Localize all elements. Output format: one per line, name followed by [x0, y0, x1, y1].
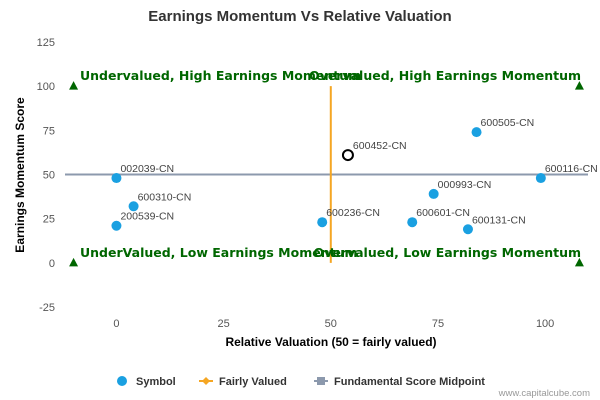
data-point-label: 002039-CN — [120, 163, 174, 175]
data-point-label: 600131-CN — [472, 214, 526, 226]
legend-fair-label: Fairly Valued — [219, 376, 287, 388]
chart-title: Earnings Momentum Vs Relative Valuation — [148, 8, 451, 25]
legend-symbol-icon — [117, 376, 127, 386]
data-point — [111, 173, 122, 184]
y-tick-label: 0 — [49, 258, 55, 270]
y-tick-label: 125 — [37, 37, 55, 49]
reference-lines — [65, 86, 588, 263]
data-point — [111, 220, 122, 231]
legend-fair-diamond-icon — [202, 377, 210, 385]
data-point-label: 600601-CN — [416, 207, 470, 219]
quadrant-marker-icon — [69, 81, 79, 90]
data-point — [128, 201, 139, 212]
quadrant-markers — [69, 81, 584, 267]
y-axis-ticks: -25 0 25 50 75 100 125 — [37, 37, 55, 314]
quadrant-label-bottom-right: Overvalued, Low Earnings Momentum — [314, 245, 581, 260]
legend-midpoint-label: Fundamental Score Midpoint — [334, 376, 485, 388]
x-axis-ticks: 0 25 50 75 100 — [113, 318, 554, 330]
data-point-label: 600310-CN — [138, 191, 192, 203]
x-tick-label: 75 — [432, 318, 444, 330]
highlighted-point — [341, 149, 354, 162]
quadrant-marker-icon — [574, 81, 584, 90]
data-point — [462, 224, 473, 235]
y-tick-label: 25 — [43, 214, 55, 226]
quadrant-marker-icon — [574, 257, 584, 267]
quadrant-label-top-right: Overvalued, High Earnings Momentum — [309, 68, 581, 83]
y-tick-label: -25 — [39, 302, 55, 314]
legend-symbol-label: Symbol — [136, 376, 176, 388]
legend-midpoint-square-icon — [317, 377, 325, 385]
data-points: 002039-CN 600310-CN 200539-CN 600236-CN 6006… — [111, 117, 598, 235]
y-tick-label: 50 — [43, 170, 55, 182]
y-tick-label: 100 — [37, 81, 55, 93]
x-tick-label: 100 — [536, 318, 554, 330]
data-point-label: 000993-CN — [438, 179, 492, 191]
quadrant-label-bottom-left: UnderValued, Low Earnings Momentum — [80, 245, 358, 260]
data-point — [428, 188, 439, 199]
data-point — [407, 217, 418, 228]
x-tick-label: 0 — [113, 318, 119, 330]
data-point-label: 600236-CN — [326, 207, 380, 219]
x-axis-title: Relative Valuation (50 = fairly valued) — [225, 335, 436, 349]
legend: Symbol Fairly Valued Fundamental Score Mid… — [117, 376, 485, 388]
y-axis-title: Earnings Momentum Score — [13, 97, 27, 253]
highlighted-point-label: 600452-CN — [353, 140, 407, 152]
quadrant-marker-icon — [69, 257, 79, 267]
quadrant-labels: Undervalued, High Earnings MomentumOverv… — [80, 68, 581, 260]
y-tick-label: 75 — [43, 125, 55, 137]
data-point — [317, 217, 328, 228]
data-point-label: 200539-CN — [120, 211, 174, 223]
credit-text: www.capitalcube.com — [498, 388, 590, 399]
x-tick-label: 25 — [217, 318, 229, 330]
x-tick-label: 50 — [325, 318, 337, 330]
data-point-label: 600505-CN — [481, 117, 535, 129]
data-point — [471, 127, 482, 138]
data-point — [535, 173, 546, 184]
data-point-label: 600116-CN — [545, 163, 598, 175]
quadrant-label-top-left: Undervalued, High Earnings Momentum — [80, 68, 361, 83]
